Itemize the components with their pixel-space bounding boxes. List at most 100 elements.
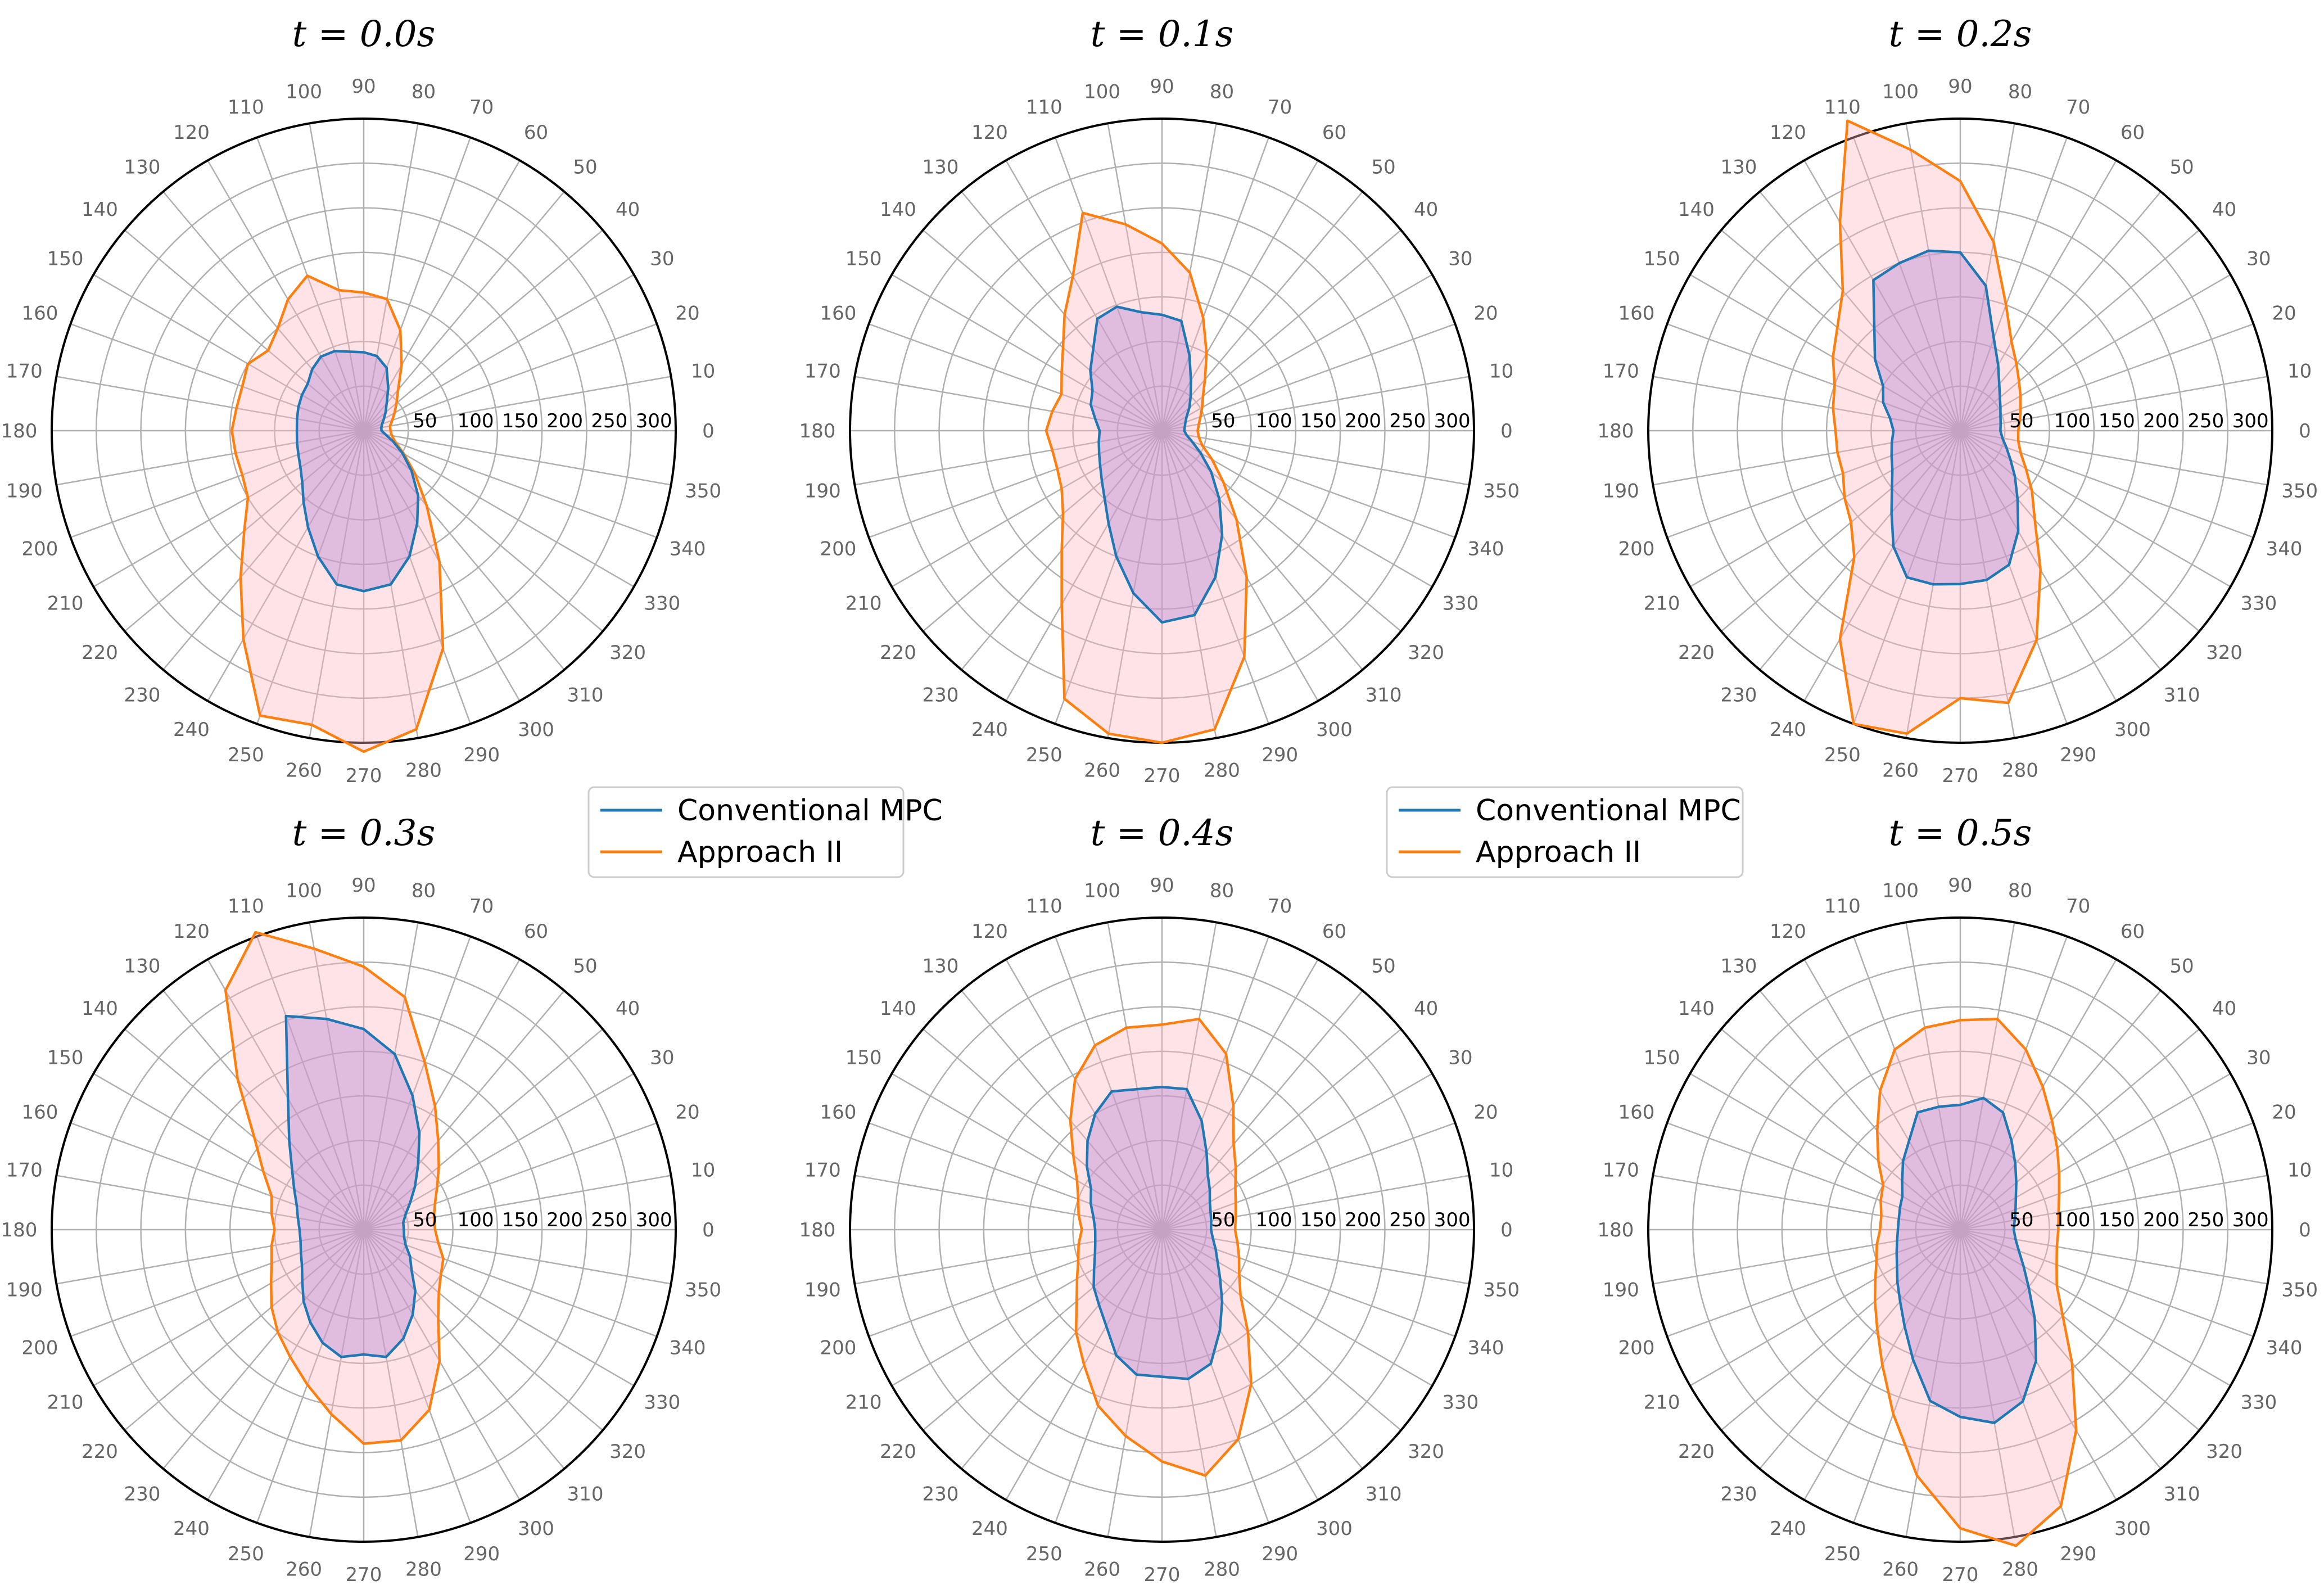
angle-tick-label: 100	[1882, 80, 1919, 103]
angular-gridline	[1960, 430, 2162, 670]
radial-tick-label: 50	[1211, 410, 1235, 432]
radial-tick-label: 50	[413, 410, 437, 432]
angle-tick-label: 170	[804, 1159, 841, 1182]
angular-gridline	[1689, 1073, 1961, 1231]
angle-tick-label: 280	[405, 1559, 442, 1581]
subplot-title: t = 0.2s	[1889, 13, 2032, 55]
angle-tick-label: 230	[923, 684, 959, 707]
angle-tick-label: 240	[971, 1518, 1008, 1540]
angular-gridline	[363, 430, 635, 588]
angular-gridline	[363, 1229, 657, 1337]
angle-tick-label: 340	[2266, 538, 2303, 561]
charts-layer: t = 0.0s01020304050607080901001101201301…	[1, 13, 2318, 1586]
polar-subplot-5: t = 0.4s 0 10 20 30 40 50 60 70 80 90 100 110 120 130 1…	[799, 812, 1520, 1586]
angle-tick-label: 270	[1942, 1564, 1979, 1586]
angle-tick-label: 90	[351, 874, 376, 897]
angle-tick-label: 210	[1644, 1392, 1680, 1414]
angle-tick-label: 220	[1678, 1441, 1715, 1463]
angular-gridline	[1161, 274, 1433, 432]
angle-tick-label: 0	[1500, 1219, 1513, 1241]
angular-gridline	[1653, 1175, 1961, 1231]
angular-gridline	[869, 323, 1163, 432]
angle-tick-label: 100	[1084, 879, 1120, 902]
angular-gridline	[1959, 959, 2117, 1230]
angular-gridline	[1005, 959, 1163, 1230]
angle-tick-label: 140	[82, 997, 118, 1020]
angular-gridline	[854, 376, 1163, 432]
angle-tick-label: 280	[1204, 760, 1240, 782]
angular-gridline	[1853, 137, 1961, 431]
angle-tick-label: 230	[124, 684, 161, 707]
angle-tick-label: 0	[1500, 420, 1513, 442]
angular-gridline	[1161, 922, 1217, 1230]
angular-gridline	[56, 430, 364, 486]
angle-tick-label: 230	[124, 1483, 161, 1506]
angle-tick-label: 30	[2246, 1047, 2271, 1069]
angular-gridline	[1055, 1229, 1163, 1523]
angle-tick-label: 220	[880, 642, 916, 664]
series-fill-approach-ii	[1875, 1019, 2077, 1546]
angle-tick-label: 0	[702, 1219, 715, 1241]
angular-gridline	[1161, 376, 1470, 432]
angle-tick-label: 330	[644, 1392, 680, 1414]
angle-tick-label: 200	[820, 1337, 857, 1360]
angle-tick-label: 80	[1210, 80, 1234, 103]
angle-tick-label: 170	[1603, 1159, 1639, 1182]
angular-gridline	[891, 430, 1163, 588]
angle-tick-label: 100	[286, 80, 322, 103]
angular-gridline	[1960, 430, 2231, 588]
angle-tick-label: 330	[1442, 1392, 1479, 1414]
series-fill-conventional-mpc	[1087, 1087, 1222, 1379]
angle-tick-label: 170	[1603, 360, 1639, 383]
angular-gridline	[1161, 430, 1319, 702]
angle-tick-label: 290	[1262, 1543, 1298, 1565]
angle-tick-label: 50	[1371, 156, 1395, 178]
angle-tick-label: 310	[2164, 684, 2200, 707]
angular-gridline	[363, 1028, 603, 1230]
angle-tick-label: 20	[1473, 302, 1498, 324]
legend-2-label-approach: Approach II	[1476, 836, 1641, 869]
angular-gridline	[1161, 191, 1363, 431]
angle-tick-label: 250	[1824, 1543, 1861, 1565]
angle-tick-label: 200	[1618, 538, 1655, 561]
angle-tick-label: 350	[685, 480, 721, 502]
angular-gridline	[1960, 430, 2200, 632]
angular-gridline	[363, 430, 603, 632]
angular-gridline	[1653, 1229, 1961, 1285]
subplot-title: t = 0.1s	[1091, 13, 1234, 55]
angular-gridline	[56, 1175, 364, 1231]
angular-gridline	[1960, 430, 2254, 538]
angle-tick-label: 10	[2287, 360, 2312, 383]
angle-tick-label: 260	[1882, 1559, 1919, 1581]
radial-tick-label: 150	[502, 1209, 539, 1231]
radial-tick-label: 300	[636, 1209, 672, 1231]
angle-tick-label: 340	[670, 1337, 706, 1360]
angular-gridline	[207, 160, 365, 431]
angle-tick-label: 90	[1948, 874, 1972, 897]
angle-tick-label: 150	[1644, 248, 1680, 270]
angular-gridline	[1667, 1122, 1961, 1231]
series-fill-approach-ii	[1070, 1019, 1251, 1476]
angle-tick-label: 20	[2272, 1101, 2296, 1123]
angle-tick-label: 30	[1448, 248, 1472, 270]
angle-tick-label: 280	[1204, 1559, 1240, 1581]
angle-tick-label: 30	[650, 1047, 674, 1069]
series-fill-conventional-mpc	[1873, 250, 2019, 585]
angular-gridline	[869, 430, 1163, 538]
angular-gridline	[1161, 959, 1319, 1230]
angle-tick-label: 70	[2066, 96, 2090, 119]
angular-gridline	[1161, 1229, 1433, 1387]
angular-gridline	[1107, 123, 1163, 431]
angle-tick-label: 320	[2206, 1441, 2242, 1463]
angle-tick-label: 350	[1483, 480, 1520, 502]
angle-tick-label: 140	[880, 198, 916, 221]
angle-tick-label: 120	[971, 920, 1008, 943]
angle-tick-label: 0	[2299, 420, 2311, 442]
angular-gridline	[363, 376, 671, 432]
angle-tick-label: 150	[845, 1047, 882, 1069]
angle-tick-label: 290	[2060, 744, 2096, 766]
angular-gridline	[1161, 936, 1269, 1230]
angle-tick-label: 230	[923, 1483, 959, 1506]
angular-gridline	[70, 1229, 364, 1337]
series-fill-conventional-mpc	[297, 351, 418, 591]
